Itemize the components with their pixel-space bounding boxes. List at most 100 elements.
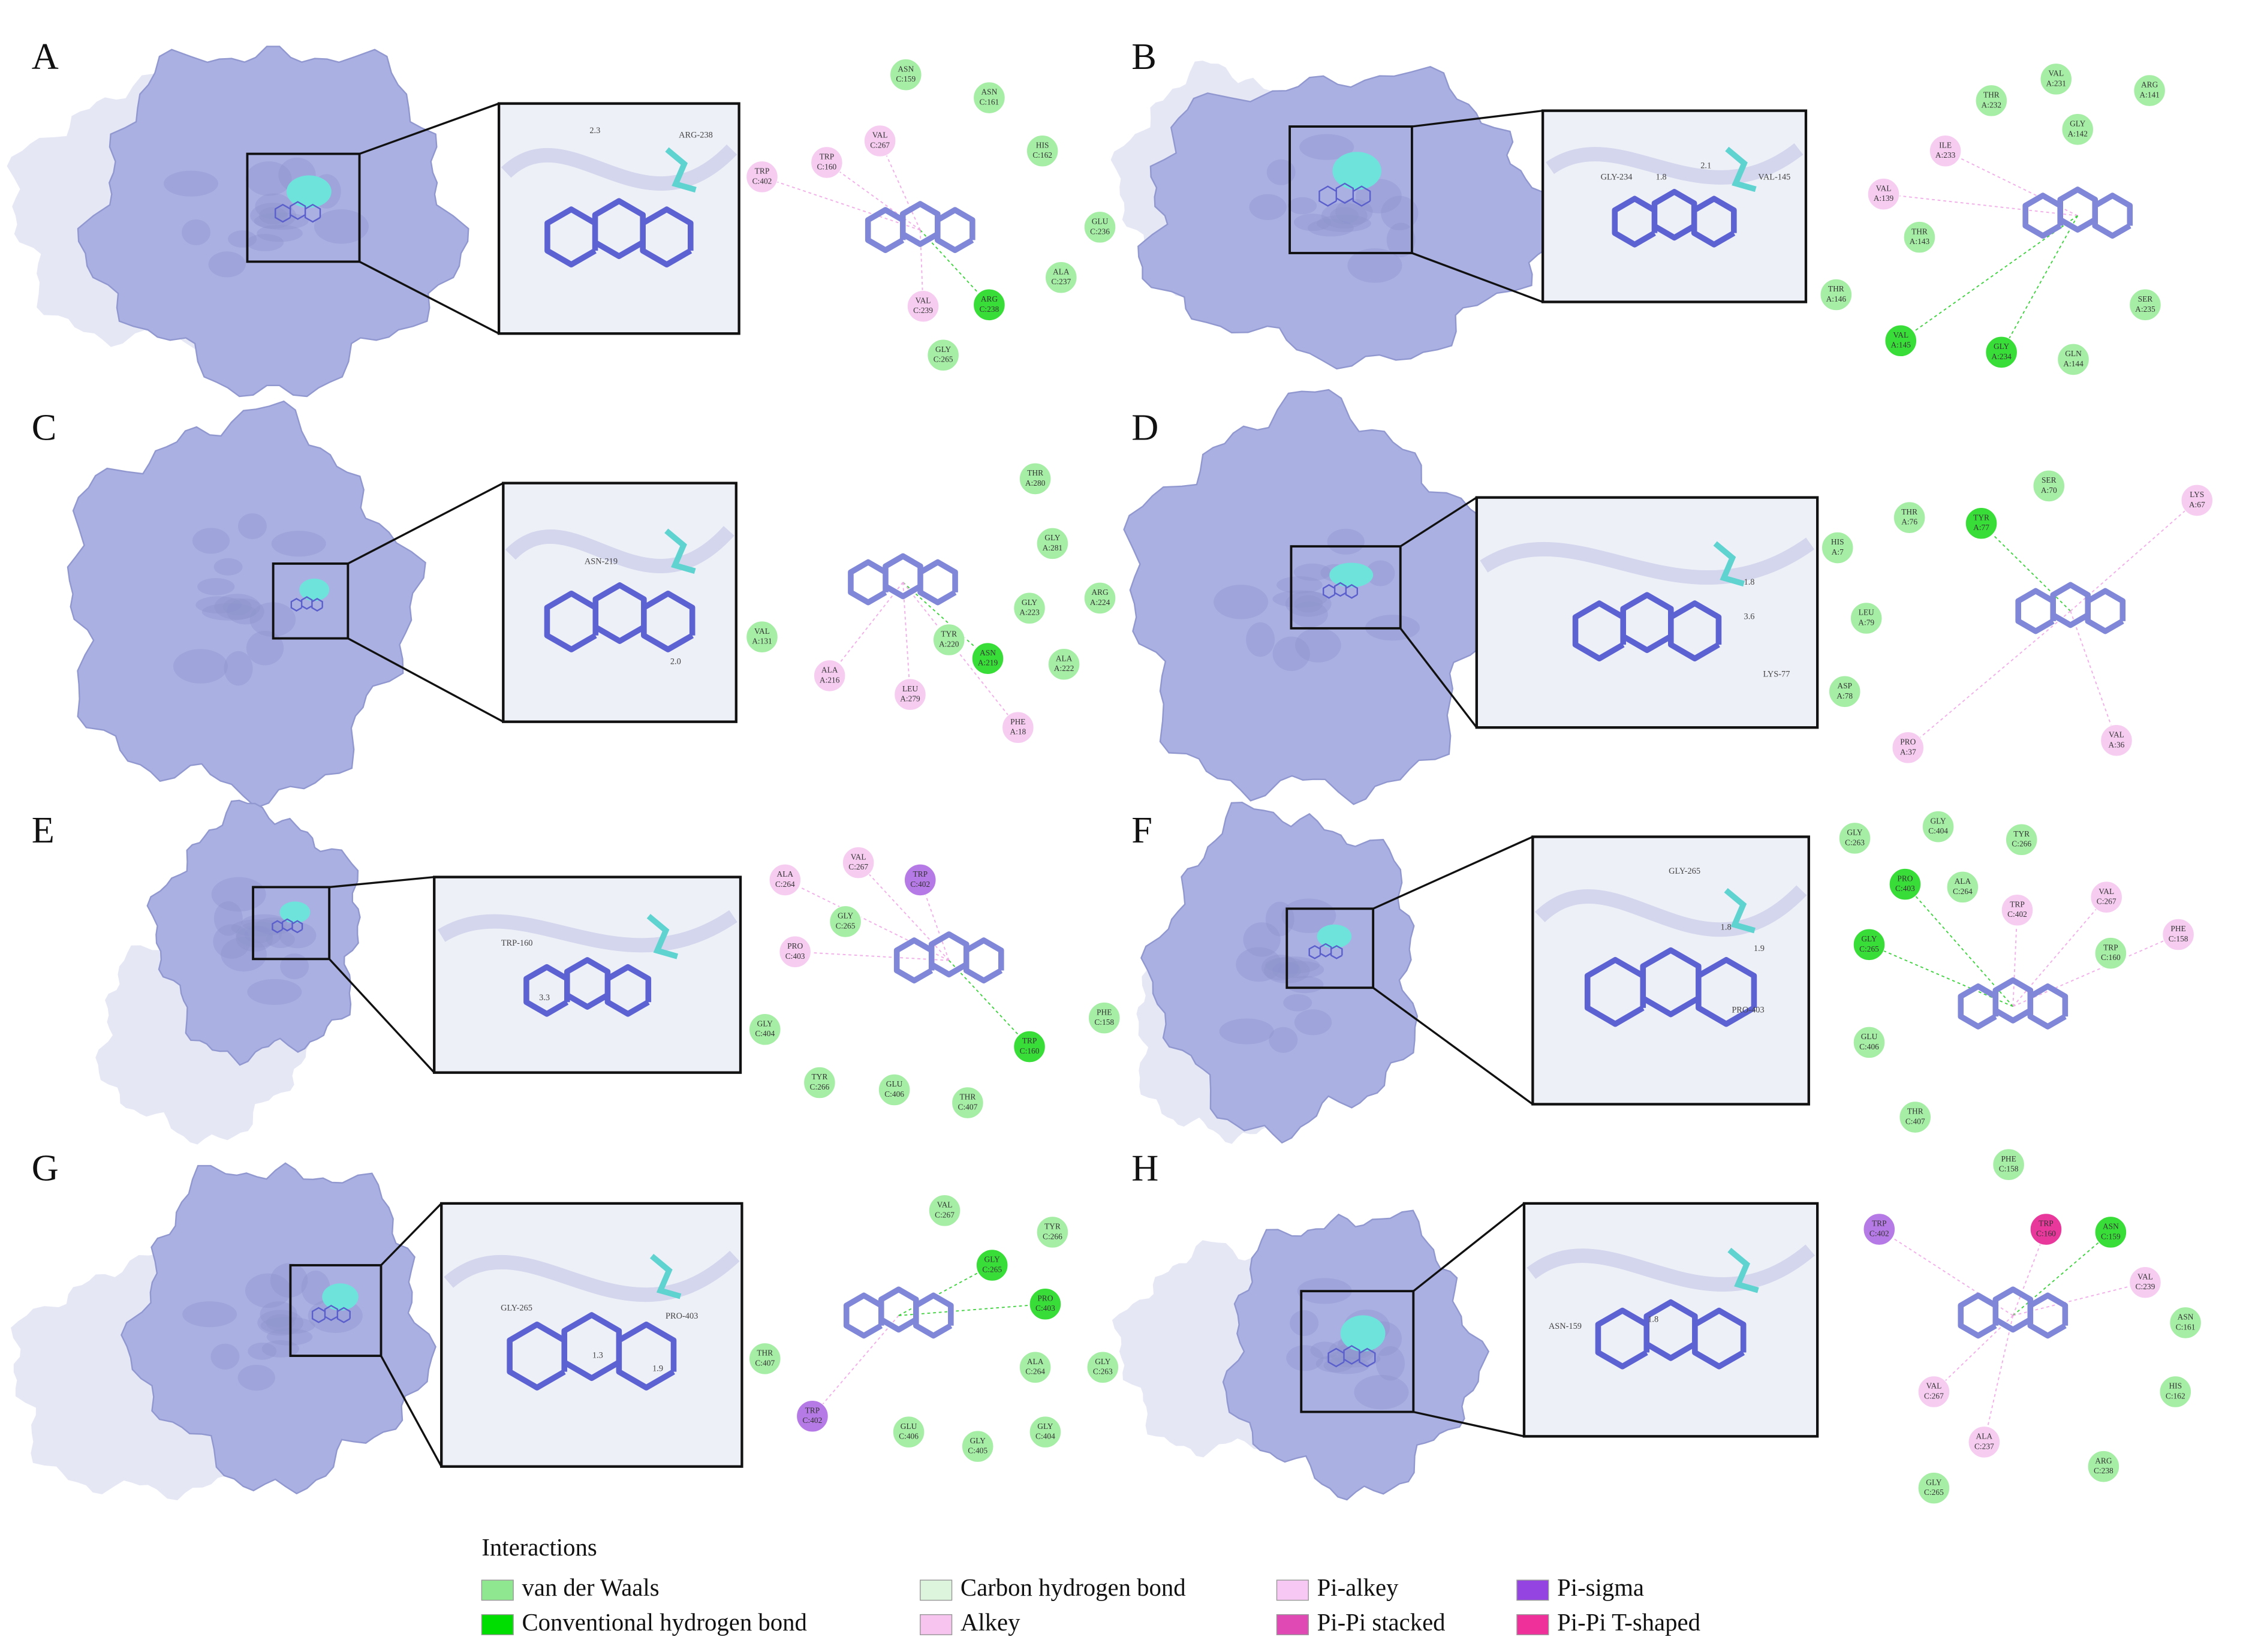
residue-name: GLY xyxy=(1037,1422,1053,1431)
residue-node xyxy=(1086,1351,1119,1384)
surface-shade xyxy=(197,577,235,595)
residue-id: A:224 xyxy=(1090,598,1110,607)
residue-node xyxy=(889,58,922,91)
binding-site xyxy=(322,1283,359,1311)
zoom-label: LYS-77 xyxy=(1763,669,1790,679)
interaction-line xyxy=(1933,1315,2013,1392)
residue-name: ARG xyxy=(2095,1456,2112,1465)
connector xyxy=(380,1355,442,1467)
zoom-frame xyxy=(497,102,740,335)
residue-id: C:158 xyxy=(1999,1164,2019,1173)
residue-name: THR xyxy=(1027,468,1043,477)
residue-id: A:70 xyxy=(2041,486,2057,495)
residue-node xyxy=(813,659,846,692)
connector xyxy=(1413,1410,1525,1437)
residue-id: C:402 xyxy=(2007,910,2027,919)
residue-id: A:76 xyxy=(1901,517,1917,526)
cartoon xyxy=(501,145,737,191)
residue-id: C:159 xyxy=(2101,1232,2121,1241)
legend-swatch xyxy=(1516,1579,1549,1601)
residue-name: GLY xyxy=(1926,1478,1942,1487)
connector xyxy=(359,260,499,335)
connector xyxy=(1399,496,1477,547)
zoom-frame xyxy=(1531,835,1810,1106)
residue-name: LEU xyxy=(1859,608,1874,617)
legend-label: Alkey xyxy=(961,1609,1020,1636)
residue-name: THR xyxy=(1828,284,1844,293)
ligand-small xyxy=(290,596,323,612)
residue-name: TRP xyxy=(913,869,928,878)
residue-id: C:158 xyxy=(2169,934,2188,943)
residue-name: ARG xyxy=(981,294,998,303)
legend-swatch xyxy=(920,1579,953,1601)
surface-shade xyxy=(1276,576,1323,594)
residue-node xyxy=(961,1430,994,1463)
protein-surface xyxy=(77,46,469,398)
residue-node xyxy=(748,1342,781,1375)
zoom-label: GLY-265 xyxy=(1669,866,1700,876)
surface-shade xyxy=(270,1263,308,1298)
zoom-label: GLY-234 xyxy=(1601,173,1633,182)
panel: CASN-2192.0THRA:280GLYA:281ARGA:224GLYA:… xyxy=(32,400,1116,809)
interaction-line xyxy=(2012,1232,2111,1316)
residue-name: PRO xyxy=(1897,874,1913,883)
surface-shade xyxy=(1269,1027,1298,1053)
residue-id: C:162 xyxy=(2166,1391,2185,1400)
surface-shade xyxy=(1288,197,1317,215)
panel: HASN-1591.8PHEC:158TRPC:402TRPC:160ASNC:… xyxy=(1112,1147,2202,1504)
surface-shade xyxy=(237,513,267,540)
residue-name: GLY xyxy=(1847,828,1863,837)
panel: A2.3 ARG-238ASNC:159ASNC:161HISC:162GLUC:… xyxy=(7,36,1116,398)
interaction-line xyxy=(812,1315,899,1417)
protein-surface xyxy=(1137,65,1570,370)
residue-name: ALA xyxy=(821,666,838,675)
residue-name: ASN xyxy=(981,88,997,97)
surface-shade xyxy=(280,953,309,980)
residue-name: TRP xyxy=(2103,943,2118,952)
surface-shade xyxy=(213,558,243,576)
residue-name: ASN xyxy=(898,64,914,73)
residue-name: PRO xyxy=(1900,738,1916,747)
residue-node xyxy=(2033,470,2066,502)
residue-name: GLY xyxy=(970,1436,986,1445)
connector xyxy=(329,875,435,889)
residue-name: GLY xyxy=(838,911,854,920)
residue-id: C:404 xyxy=(1928,826,1948,835)
connector xyxy=(347,482,504,565)
residue-name: PHE xyxy=(1097,1007,1112,1016)
residue-name: GLY xyxy=(1861,934,1877,943)
residue-name: ASN xyxy=(980,648,996,657)
residue-id: C:239 xyxy=(2136,1282,2155,1291)
residue-node xyxy=(1013,1030,1046,1063)
ligand-sticks xyxy=(523,957,652,1017)
residue-id: A:7 xyxy=(1832,547,1844,556)
residue-node xyxy=(1036,1215,1069,1248)
surface-shade xyxy=(236,921,282,948)
zoom-label: GLY-265 xyxy=(501,1304,532,1313)
surface-shade xyxy=(1381,195,1419,231)
zoom-frame xyxy=(1541,109,1808,303)
residue-id: A:280 xyxy=(1025,479,1046,488)
residue-name: VAL xyxy=(851,852,866,861)
residue-sticks xyxy=(649,1253,682,1299)
residue-id: A:219 xyxy=(978,658,998,667)
residue-node xyxy=(1884,324,1917,357)
residue-id: A:235 xyxy=(2135,305,2155,314)
connector xyxy=(1372,835,1534,910)
legend-label: Conventional hydrogen bond xyxy=(522,1609,807,1636)
residue-node xyxy=(1992,1148,2025,1181)
surface-shade xyxy=(1236,947,1282,982)
residue-node xyxy=(2128,288,2161,321)
residue-name: THR xyxy=(1983,91,2000,100)
zoom-label: ASN-219 xyxy=(585,556,618,566)
interaction-line xyxy=(2012,910,2018,1007)
cartoon xyxy=(1546,143,1804,185)
residue-id: A:220 xyxy=(939,639,959,648)
residue-id: A:146 xyxy=(1826,294,1847,303)
residue-id: A:143 xyxy=(1910,237,1930,246)
residue-name: ILE xyxy=(1939,140,1952,149)
residue-id: C:267 xyxy=(848,862,868,871)
residue-node xyxy=(1036,527,1069,560)
surface-shade xyxy=(279,922,317,949)
